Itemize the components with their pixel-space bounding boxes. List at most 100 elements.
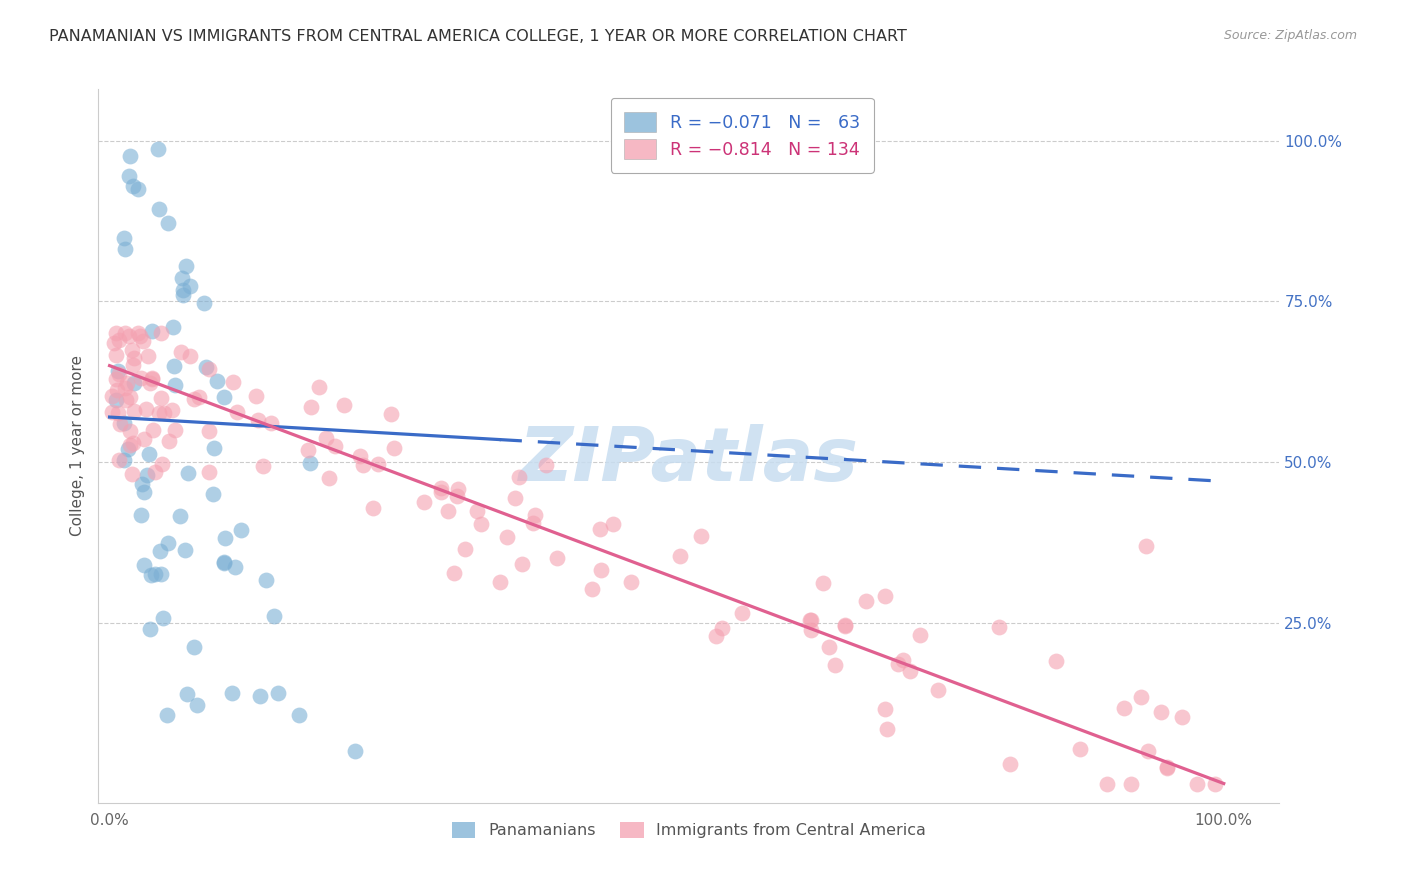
Point bbox=[534, 458, 557, 472]
Point bbox=[143, 465, 166, 479]
Point bbox=[834, 619, 856, 633]
Point bbox=[132, 433, 155, 447]
Point bbox=[443, 566, 465, 581]
Point bbox=[177, 466, 200, 480]
Point bbox=[149, 567, 172, 582]
Point bbox=[325, 439, 347, 453]
Point bbox=[800, 613, 823, 627]
Point bbox=[129, 371, 152, 385]
Point bbox=[315, 431, 337, 445]
Point bbox=[198, 424, 221, 438]
Point bbox=[446, 489, 468, 503]
Point bbox=[135, 401, 157, 416]
Point bbox=[1156, 760, 1178, 774]
Point bbox=[299, 400, 322, 414]
Point bbox=[108, 368, 131, 382]
Point bbox=[508, 470, 530, 484]
Point bbox=[382, 442, 405, 456]
Point bbox=[143, 567, 166, 582]
Point bbox=[704, 629, 727, 643]
Point bbox=[118, 149, 141, 163]
Text: Source: ZipAtlas.com: Source: ZipAtlas.com bbox=[1223, 29, 1357, 43]
Point bbox=[169, 508, 191, 523]
Point bbox=[855, 594, 877, 608]
Point bbox=[150, 458, 173, 472]
Point bbox=[186, 698, 208, 713]
Point bbox=[212, 557, 235, 571]
Point bbox=[308, 380, 330, 394]
Point bbox=[205, 374, 228, 388]
Point bbox=[174, 260, 197, 274]
Point bbox=[194, 359, 217, 374]
Point bbox=[117, 442, 139, 457]
Point bbox=[101, 388, 124, 402]
Point bbox=[112, 231, 135, 245]
Point bbox=[349, 449, 371, 463]
Point bbox=[122, 404, 145, 418]
Point bbox=[202, 442, 225, 456]
Point bbox=[115, 392, 138, 407]
Point bbox=[1204, 776, 1226, 790]
Point bbox=[361, 500, 384, 515]
Point bbox=[1112, 701, 1135, 715]
Point bbox=[226, 405, 249, 419]
Point bbox=[813, 575, 835, 590]
Point bbox=[183, 640, 205, 654]
Point bbox=[136, 468, 159, 483]
Point bbox=[465, 504, 488, 518]
Point bbox=[142, 423, 165, 437]
Point bbox=[908, 628, 931, 642]
Point bbox=[127, 181, 149, 195]
Point bbox=[589, 522, 612, 536]
Point bbox=[170, 345, 193, 359]
Point bbox=[690, 529, 713, 543]
Point bbox=[818, 640, 841, 655]
Point bbox=[132, 485, 155, 500]
Point bbox=[117, 376, 139, 390]
Point bbox=[198, 362, 221, 376]
Point bbox=[214, 556, 236, 570]
Text: PANAMANIAN VS IMMIGRANTS FROM CENTRAL AMERICA COLLEGE, 1 YEAR OR MORE CORRELATIO: PANAMANIAN VS IMMIGRANTS FROM CENTRAL AM… bbox=[49, 29, 907, 45]
Point bbox=[124, 376, 146, 390]
Point bbox=[523, 508, 546, 523]
Point bbox=[105, 393, 128, 408]
Point bbox=[1045, 654, 1067, 668]
Point bbox=[875, 589, 897, 603]
Point bbox=[131, 476, 153, 491]
Point bbox=[589, 562, 612, 576]
Point bbox=[163, 423, 186, 437]
Point bbox=[134, 558, 156, 572]
Point bbox=[105, 348, 128, 362]
Point bbox=[121, 467, 143, 482]
Point bbox=[988, 620, 1011, 634]
Point bbox=[489, 575, 512, 590]
Point bbox=[252, 458, 274, 473]
Point bbox=[118, 424, 141, 438]
Point bbox=[148, 544, 170, 558]
Point bbox=[103, 335, 125, 350]
Point bbox=[121, 343, 143, 357]
Point bbox=[138, 447, 160, 461]
Point bbox=[229, 523, 252, 537]
Point bbox=[546, 550, 568, 565]
Point bbox=[121, 436, 143, 450]
Point bbox=[129, 508, 152, 522]
Point bbox=[1150, 705, 1173, 719]
Point bbox=[141, 370, 163, 384]
Point bbox=[246, 412, 269, 426]
Point bbox=[254, 573, 277, 587]
Point bbox=[114, 326, 136, 341]
Point bbox=[249, 689, 271, 703]
Point bbox=[120, 437, 142, 451]
Point bbox=[224, 560, 246, 574]
Point bbox=[107, 406, 129, 420]
Point bbox=[193, 296, 215, 310]
Point bbox=[201, 487, 224, 501]
Point bbox=[105, 384, 128, 398]
Point bbox=[1095, 776, 1118, 790]
Point bbox=[152, 406, 174, 420]
Point bbox=[132, 334, 155, 348]
Point bbox=[148, 202, 170, 216]
Point bbox=[1136, 744, 1159, 758]
Point bbox=[162, 320, 184, 334]
